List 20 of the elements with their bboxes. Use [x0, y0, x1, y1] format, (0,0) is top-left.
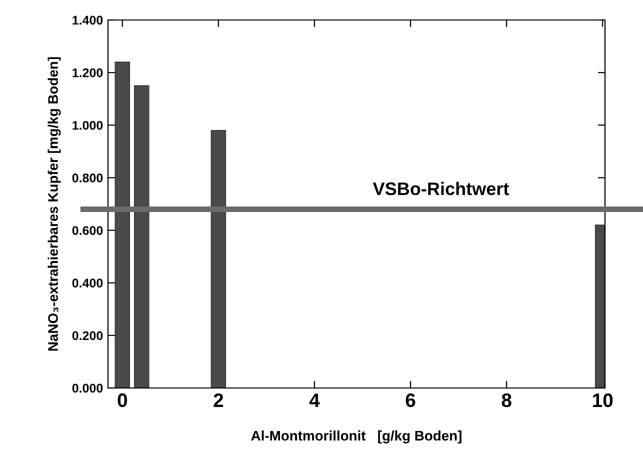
- x-tick-label: 10: [593, 393, 613, 408]
- y-tick-label: 0.400: [72, 278, 103, 288]
- y-axis-title: NaNO₃-extrahierbares Kupfer [mg/kg Boden]: [48, 57, 61, 351]
- y-tick-label: 1.400: [72, 16, 103, 25]
- x-tick-label: 8: [502, 393, 512, 408]
- bar: [114, 62, 130, 388]
- y-tick-label: 0.600: [72, 226, 103, 235]
- y-tick-label: 0.200: [72, 331, 103, 340]
- x-tick-label: 4: [309, 394, 320, 407]
- x-tick-label: 6: [406, 393, 416, 408]
- y-tick-label: 1.000: [72, 120, 103, 130]
- x-axis-title: Al-Montmorillonit [g/kg Boden]: [251, 430, 462, 444]
- y-tick-label: 1.200: [72, 68, 103, 78]
- y-tick-label: 0.000: [72, 384, 103, 393]
- y-tick-label: 0.800: [72, 174, 103, 182]
- x-tick-label: 0: [118, 393, 128, 408]
- ref-line-label: VSBo-Richtwert: [372, 182, 509, 196]
- bar: [134, 85, 150, 388]
- bar: [210, 130, 226, 388]
- x-tick-label: 2: [214, 393, 224, 407]
